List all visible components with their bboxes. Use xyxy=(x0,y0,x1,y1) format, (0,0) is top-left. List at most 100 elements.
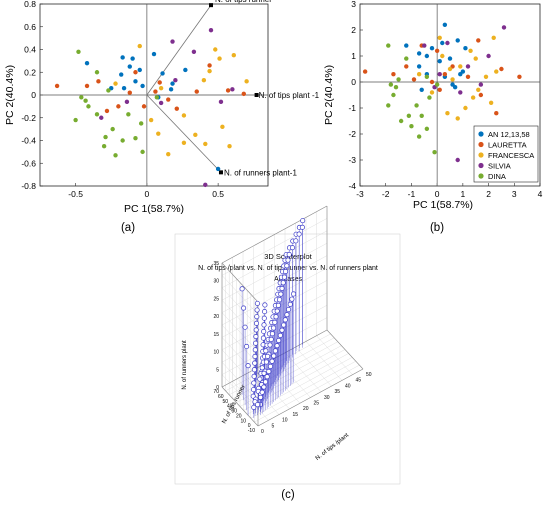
pb-legend-box xyxy=(473,125,539,183)
pb-y-tick-label: 1 xyxy=(351,51,356,61)
pc-data-point xyxy=(253,327,259,333)
pc-data-point xyxy=(253,340,259,346)
pb-point-series-2 xyxy=(483,74,489,80)
pb-point-series-4 xyxy=(432,150,437,155)
pa-point-series-2 xyxy=(220,124,225,130)
pc-side-wall-grid-line xyxy=(221,287,259,327)
pc-data-point xyxy=(242,324,248,330)
pb-point-series-3 xyxy=(465,64,471,69)
pc-box-edge xyxy=(221,262,259,303)
pb-point-series-3 xyxy=(478,82,484,87)
pb-x-tick-label: -2 xyxy=(382,189,390,199)
pb-legend-label: FRANCESCA xyxy=(488,151,534,160)
pb-point-series-0 xyxy=(437,59,442,64)
pc-data-point xyxy=(281,322,287,328)
pb-point-series-2 xyxy=(447,66,453,72)
pa-point-series-3 xyxy=(218,99,224,105)
pa-point-series-1 xyxy=(84,83,90,89)
pb-point-series-1 xyxy=(362,69,368,74)
pa-point-series-4 xyxy=(94,112,100,117)
pb-point-series-4 xyxy=(386,43,391,48)
pb-point-series-0 xyxy=(419,87,424,93)
pa-point-series-0 xyxy=(168,87,174,92)
pa-loading-endpoint xyxy=(209,3,213,8)
pa-point-series-1 xyxy=(54,83,60,89)
pb-point-series-3 xyxy=(486,53,491,59)
pb-point-series-4 xyxy=(409,124,414,129)
pb-y-tick-label: 0 xyxy=(351,77,356,87)
pb-point-series-1 xyxy=(411,77,417,82)
pa-point-series-3 xyxy=(170,39,175,44)
pc-data-point xyxy=(274,308,280,314)
pb-point-series-2 xyxy=(488,100,494,106)
pc-x-tick-label: 40 xyxy=(345,383,351,389)
pa-point-series-1 xyxy=(104,108,110,114)
pc-data-point xyxy=(261,328,267,335)
pc-data-point xyxy=(244,343,250,350)
pc-data-point xyxy=(241,305,247,311)
pa-point-series-3 xyxy=(124,99,130,105)
pa-point-series-3 xyxy=(191,49,197,54)
pb-point-series-4 xyxy=(424,126,430,131)
pc-data-point xyxy=(252,353,258,360)
pc-x-tick-label: 45 xyxy=(356,378,362,384)
pa-point-series-3 xyxy=(158,100,164,106)
pb-legend-label: SILVIA xyxy=(488,162,511,171)
pb-legend-label: DINA xyxy=(488,172,506,181)
pc-box-edge xyxy=(326,329,364,370)
pc-data-point xyxy=(287,301,293,307)
pb-point-series-0 xyxy=(460,69,466,74)
panel-b-data-points xyxy=(362,22,522,163)
pb-point-series-4 xyxy=(406,113,412,119)
pb-y-tick-label: -3 xyxy=(348,155,356,165)
pb-x-tick-label: 0 xyxy=(435,189,440,199)
pb-point-series-4 xyxy=(391,92,396,98)
pb-point-series-2 xyxy=(445,111,450,116)
pa-point-series-2 xyxy=(227,143,232,149)
pc-data-point xyxy=(275,302,281,308)
pc-data-point xyxy=(271,325,277,331)
pa-point-series-4 xyxy=(154,95,160,100)
pb-point-series-2 xyxy=(450,77,455,82)
pb-point-series-2 xyxy=(468,48,473,53)
pa-point-series-4 xyxy=(101,143,107,149)
pb-point-series-3 xyxy=(422,43,427,48)
pc-y-tick-label: 10 xyxy=(240,418,246,424)
pb-legend-label: AN 12,13,58 xyxy=(488,130,530,139)
pc-x-tick-label: 30 xyxy=(324,395,330,401)
pa-loading-vector xyxy=(146,4,212,96)
pb-y-tick-label: 3 xyxy=(351,0,356,9)
pa-point-series-0 xyxy=(183,67,188,73)
pb-point-series-1 xyxy=(476,38,481,43)
pb-point-series-4 xyxy=(416,134,422,139)
pc-floor-grid-line xyxy=(284,352,322,392)
pc-floor-grid-line xyxy=(316,335,353,375)
pc-z-tick-label: 35 xyxy=(213,261,219,267)
pc-data-point xyxy=(299,224,305,230)
pc-data-point xyxy=(277,297,283,303)
pc-data-point xyxy=(272,319,278,325)
pc-data-point xyxy=(300,218,306,224)
pa-x-tick-label: -0.5 xyxy=(68,189,83,199)
pa-loading-label: N. of tips runner xyxy=(215,0,272,4)
pb-point-series-0 xyxy=(452,85,458,90)
pc-side-wall-grid-line xyxy=(221,324,259,365)
pa-point-series-4 xyxy=(138,121,144,126)
pb-point-series-4 xyxy=(427,95,432,100)
pb-legend-label: LAURETTA xyxy=(488,141,527,150)
pb-legend-marker xyxy=(478,152,484,158)
pa-point-series-1 xyxy=(174,106,179,111)
pc-data-point xyxy=(252,347,258,353)
pc-x-tick-label: 15 xyxy=(293,412,299,418)
pc-data-point xyxy=(280,280,286,286)
pb-legend-marker xyxy=(478,173,484,179)
pa-point-series-0 xyxy=(170,81,175,86)
pc-z-tick-label: 0 xyxy=(216,385,219,391)
pa-point-series-4 xyxy=(113,153,118,158)
pc-x-tick-label: 0 xyxy=(261,429,264,435)
pc-data-point xyxy=(267,363,274,369)
pb-point-series-2 xyxy=(473,56,478,61)
pa-point-series-1 xyxy=(96,79,101,84)
pc-floor-grid-line xyxy=(295,346,332,387)
pb-point-series-0 xyxy=(440,40,445,46)
